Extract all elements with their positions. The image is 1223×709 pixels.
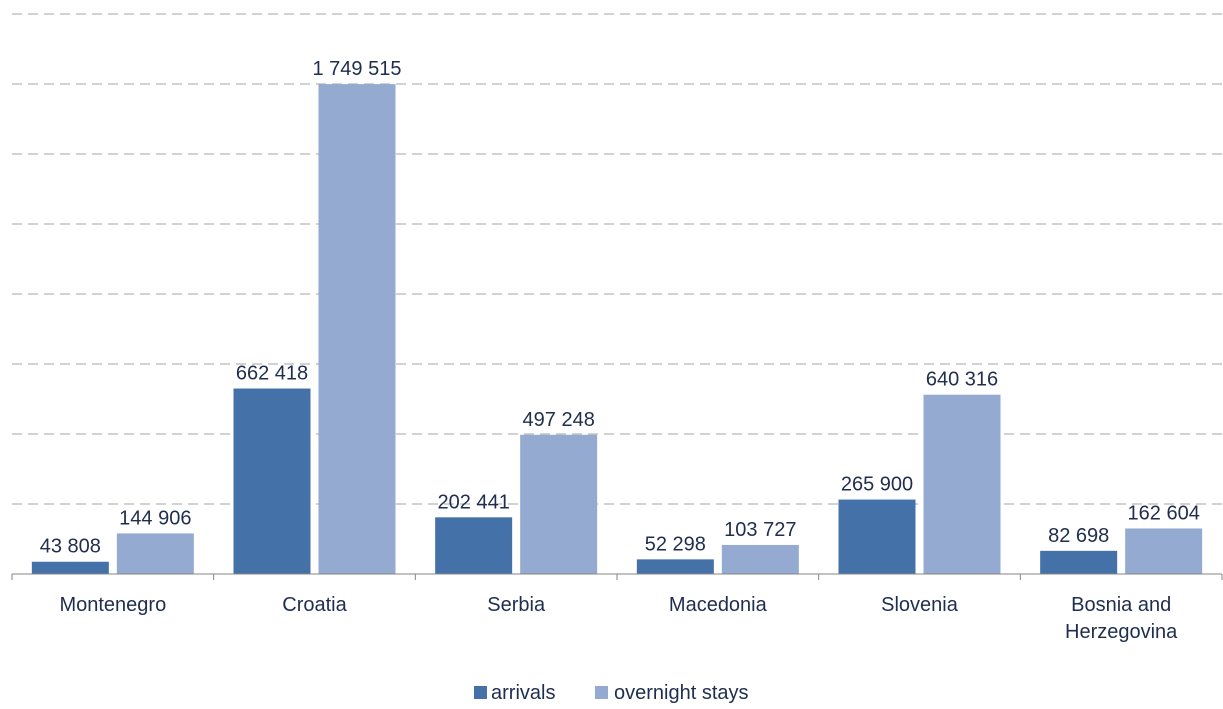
data-label: 144 906 (119, 507, 191, 529)
bar-overnight-stays (116, 533, 194, 574)
data-label: 162 604 (1128, 502, 1200, 524)
category-labels: Montenegro Croatia Serbia Macedonia Slovenia… (59, 594, 1178, 643)
data-label: 265 900 (841, 474, 913, 496)
bar-overnight-stays (318, 84, 396, 574)
data-label: 82 698 (1048, 525, 1109, 547)
category-label: Bosnia and (1071, 594, 1171, 616)
data-label: 43 808 (40, 536, 101, 558)
legend-label: overnight stays (614, 682, 749, 704)
bars (31, 84, 1203, 574)
data-label: 497 248 (523, 409, 595, 431)
gridlines (12, 13, 1222, 505)
x-axis (11, 573, 1223, 580)
legend: arrivals overnight stays (474, 682, 749, 704)
bar-arrivals (636, 559, 714, 574)
category-label: Croatia (282, 594, 347, 616)
bar-arrivals (233, 388, 311, 574)
legend-label: arrivals (491, 682, 555, 704)
data-label: 103 727 (724, 519, 796, 541)
bar-arrivals (435, 517, 513, 574)
data-label: 202 441 (438, 491, 510, 513)
category-label: Serbia (487, 594, 546, 616)
category-label: Herzegovina (1065, 621, 1178, 643)
data-label: 662 418 (236, 363, 308, 385)
legend-swatch-arrivals (474, 686, 487, 699)
bar-overnight-stays (1125, 528, 1203, 574)
bar-arrivals (1040, 550, 1118, 574)
data-label: 1 749 515 (313, 58, 402, 80)
bar-overnight-stays (721, 544, 799, 574)
data-label: 640 316 (926, 369, 998, 391)
category-label: Montenegro (59, 594, 166, 616)
bar-arrivals (31, 561, 109, 574)
bar-arrivals (838, 499, 916, 574)
legend-swatch-overnight-stays (595, 686, 608, 699)
category-label: Macedonia (669, 594, 768, 616)
data-labels: 43 808 144 906 662 418 1 749 515 202 441 497 … (40, 58, 1200, 558)
bar-overnight-stays (520, 434, 598, 574)
data-label: 52 298 (645, 533, 706, 555)
category-label: Slovenia (881, 594, 959, 616)
bar-overnight-stays (923, 394, 1001, 574)
